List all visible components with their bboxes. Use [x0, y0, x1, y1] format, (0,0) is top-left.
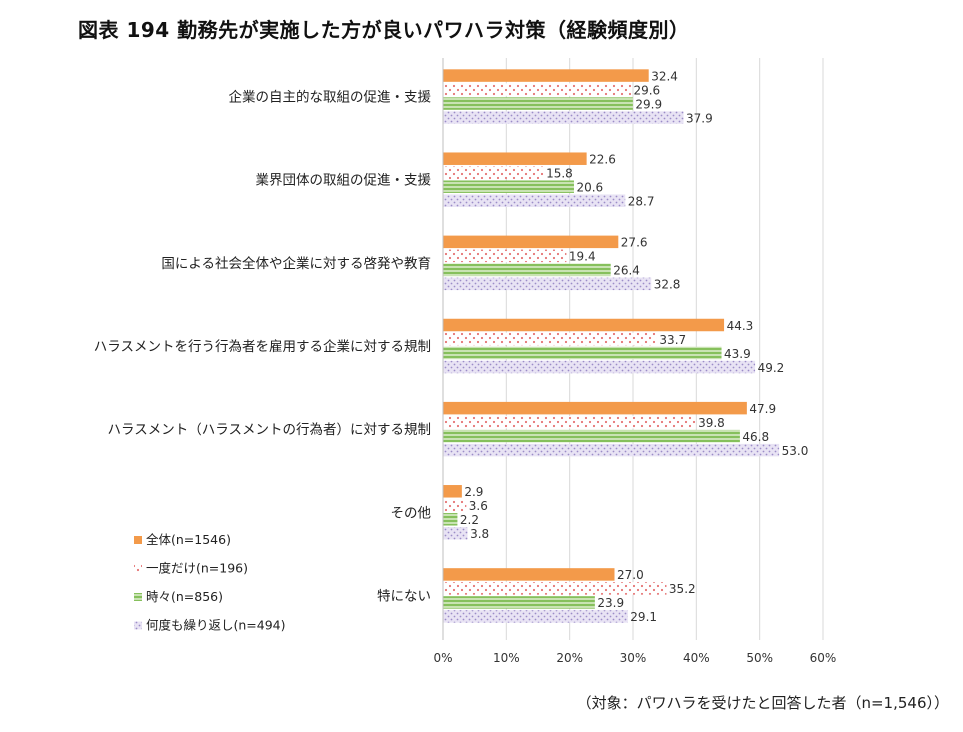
legend-label: 何度も繰り返し(n=494): [146, 618, 286, 633]
bar: [443, 277, 652, 291]
bar: [443, 443, 780, 457]
category-label: その他: [391, 505, 432, 521]
bar: [443, 429, 740, 443]
bar: [443, 360, 756, 374]
bar: [443, 568, 615, 581]
data-label: 23.9: [597, 596, 624, 610]
category-label: 企業の自主的な取組の促進・支援: [229, 89, 432, 106]
legend-swatch: [134, 593, 142, 601]
data-label: 28.7: [628, 194, 655, 208]
legend-label: 全体(n=1546): [146, 532, 231, 547]
data-label: 29.9: [635, 97, 662, 111]
x-tick-label: 10%: [493, 651, 520, 665]
data-label: 39.8: [698, 416, 725, 430]
legend-swatch: [134, 621, 142, 630]
data-label: 2.9: [464, 485, 483, 499]
bar: [443, 485, 462, 498]
bar: [443, 263, 611, 277]
legend-label: 時々(n=856): [146, 589, 223, 604]
x-tick-label: 40%: [683, 651, 710, 665]
x-tick-label: 50%: [746, 651, 773, 665]
bar: [443, 69, 649, 82]
category-label: 特にない: [377, 588, 431, 604]
data-label: 53.0: [782, 444, 809, 458]
bar: [443, 346, 722, 360]
bar: [443, 194, 626, 207]
data-label: 20.6: [576, 180, 603, 194]
bar: [443, 249, 567, 263]
category-label: 国による社会全体や企業に対する啓発や教育: [161, 255, 431, 272]
bar: [443, 180, 574, 193]
data-label: 46.8: [742, 430, 769, 444]
bar: [443, 513, 458, 526]
category-label: 業界団体の取組の促進・支援: [256, 173, 432, 189]
data-label: 32.4: [651, 69, 678, 83]
data-label: 37.9: [686, 111, 713, 125]
x-tick-label: 0%: [433, 651, 452, 665]
x-tick-label: 20%: [556, 651, 583, 665]
data-label: 43.9: [724, 347, 751, 361]
data-label: 29.6: [633, 83, 660, 97]
bar: [443, 415, 696, 429]
legend-swatch: [134, 536, 142, 544]
data-label: 22.6: [589, 152, 616, 166]
legend-label: 一度だけ(n=196): [146, 561, 248, 576]
bar: [443, 111, 684, 124]
legend-swatch: [134, 564, 142, 573]
bar: [443, 332, 657, 346]
bar: [443, 318, 725, 332]
bar: [443, 166, 544, 179]
bar: [443, 401, 747, 415]
bar: [443, 97, 633, 110]
bar: [443, 235, 619, 249]
data-label: 2.2: [460, 513, 479, 527]
data-label: 32.8: [654, 278, 681, 292]
data-label: 3.8: [470, 527, 489, 541]
data-label: 3.6: [469, 499, 488, 513]
bar: [443, 152, 587, 165]
chart-title: 図表 194 勤務先が実施した方が良いパワハラ対策（経験頻度別）: [78, 18, 690, 42]
data-label: 44.3: [727, 319, 754, 333]
bar: [443, 527, 468, 540]
x-tick-label: 60%: [810, 651, 837, 665]
bar: [443, 610, 628, 623]
bar: [443, 83, 631, 96]
bar: [443, 499, 467, 512]
bar: [443, 596, 595, 609]
data-label: 15.8: [546, 166, 573, 180]
x-tick-label: 30%: [620, 651, 647, 665]
data-label: 19.4: [569, 250, 596, 264]
bar: [443, 582, 667, 595]
data-label: 29.1: [630, 610, 657, 624]
data-label: 26.4: [613, 264, 640, 278]
category-label: ハラスメントを行う行為者を雇用する企業に対する規制: [94, 338, 431, 355]
data-label: 27.6: [621, 236, 648, 250]
data-label: 49.2: [758, 361, 785, 375]
footnote: （対象：パワハラを受けたと回答した者（n=1,546））: [576, 694, 949, 712]
data-label: 47.9: [749, 402, 776, 416]
data-label: 35.2: [669, 582, 696, 596]
data-label: 33.7: [659, 333, 686, 347]
category-label: ハラスメント（ハラスメントの行為者）に対する規制: [108, 422, 431, 438]
data-label: 27.0: [617, 568, 644, 582]
